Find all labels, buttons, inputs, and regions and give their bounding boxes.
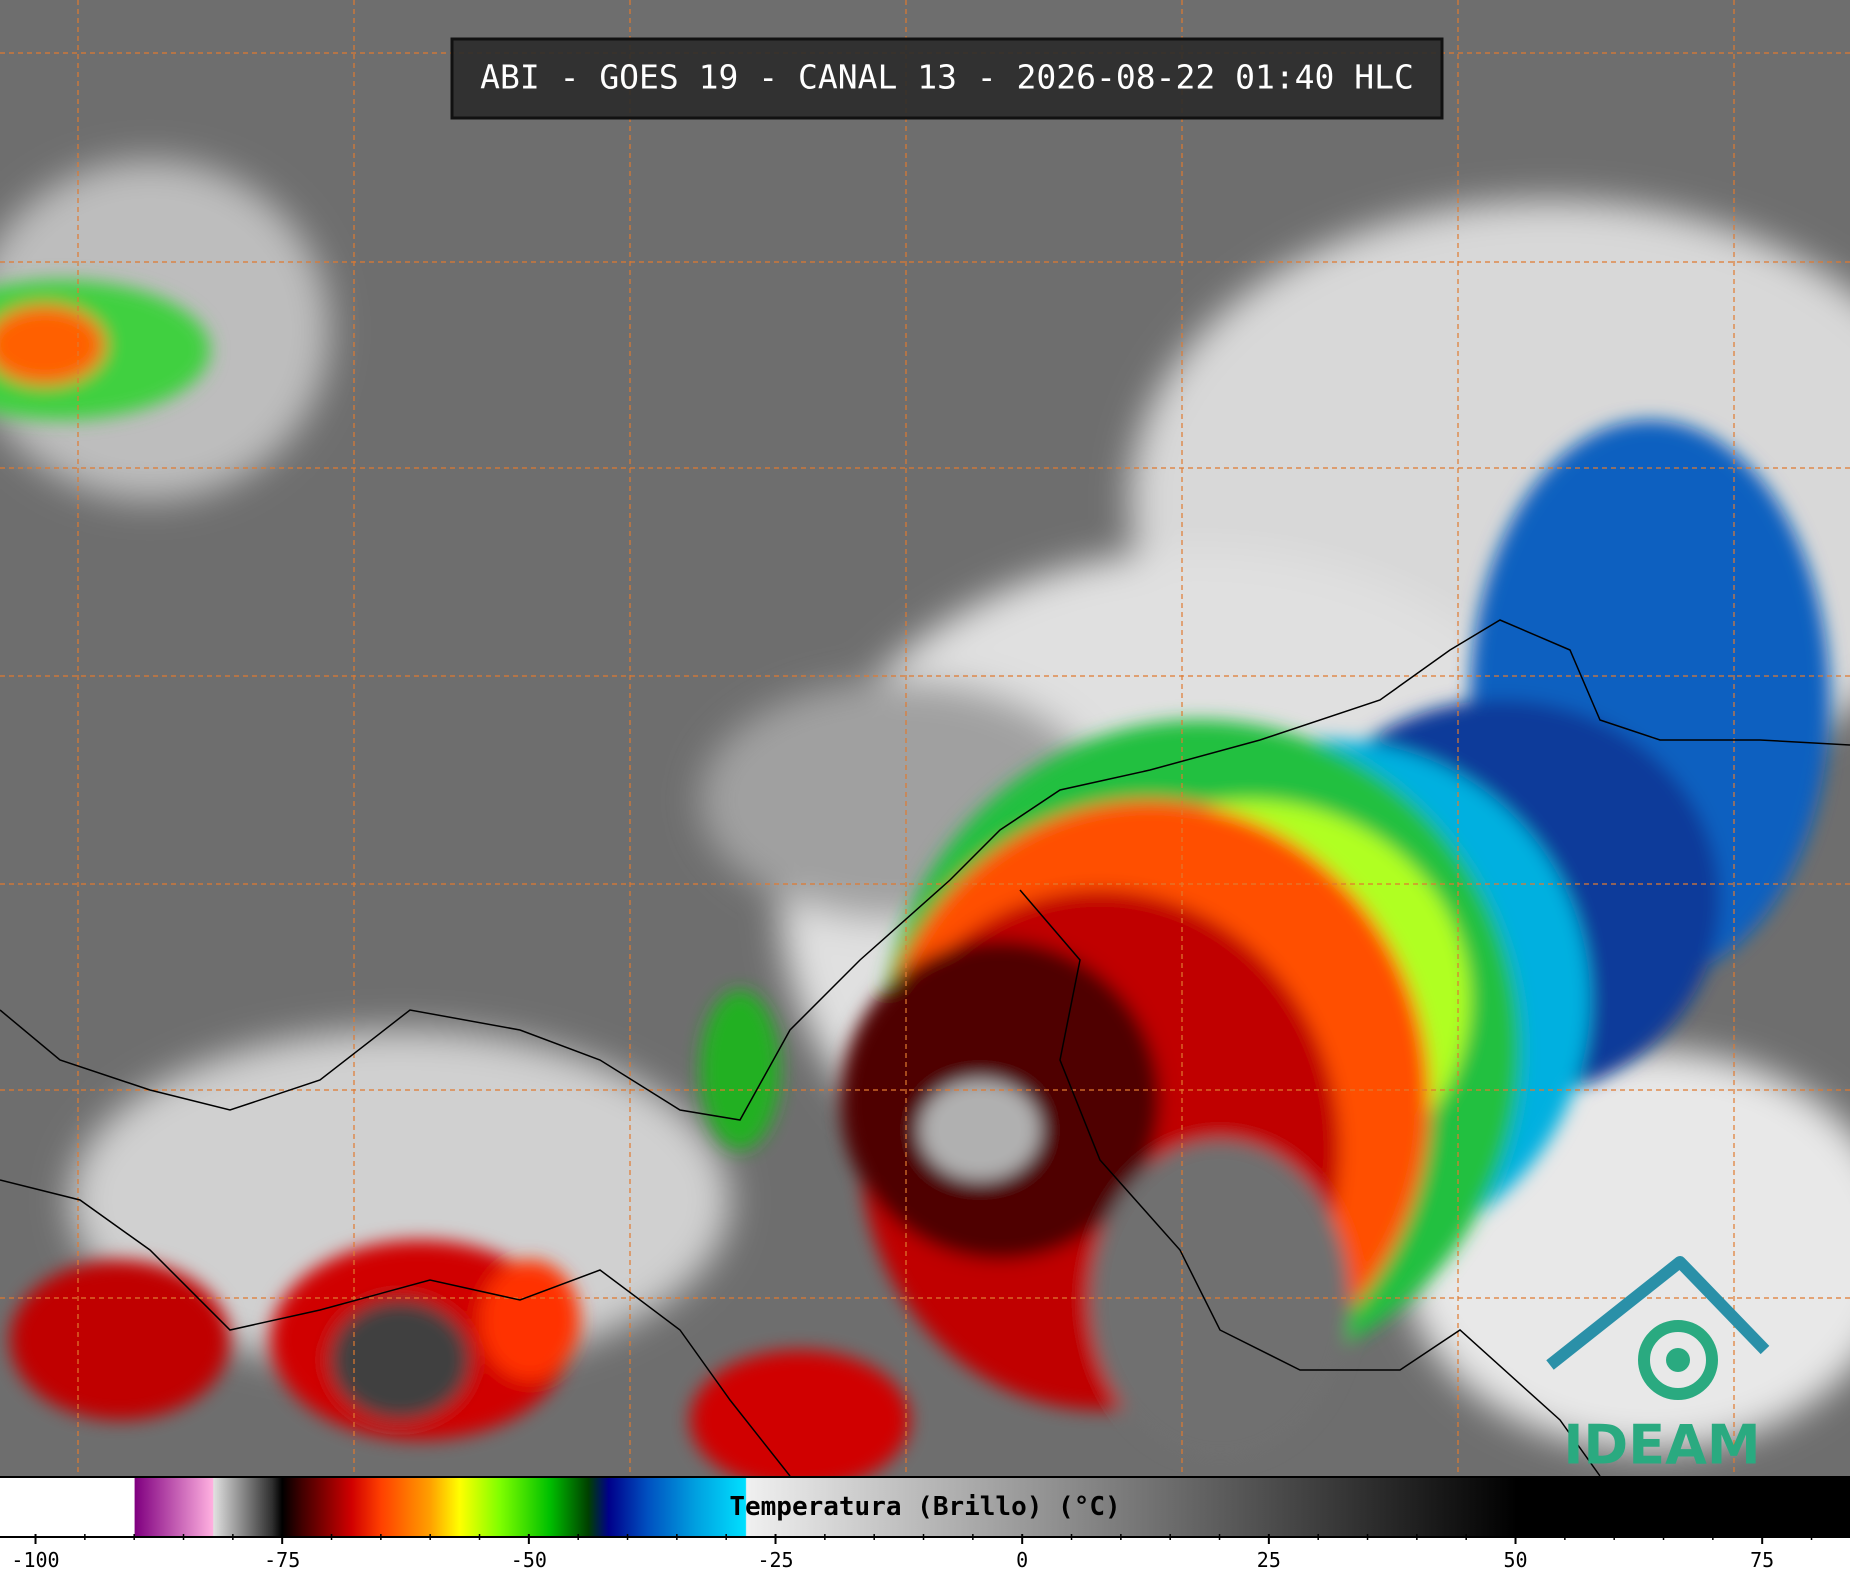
logo-text: IDEAM [1563,1414,1760,1476]
tick-label: 25 [1257,1548,1281,1572]
tick-label: -100 [11,1548,59,1572]
graticule [0,0,1850,1476]
tick-label: 75 [1750,1548,1774,1572]
title-box [450,37,1444,120]
title: ABI - GOES 19 - CANAL 13 - 2026-08-22 01… [480,58,1414,97]
convection [0,280,1830,1476]
tick-label: -25 [757,1548,793,1572]
logo: IDEAM [1546,1256,1770,1476]
colorbar [0,1476,1850,1538]
colorbar-axis: -100 -75 -50 -25 0 25 50 75 [11,1534,1813,1572]
tick-label: 50 [1503,1548,1527,1572]
satellite-map: ABI - GOES 19 - CANAL 13 - 2026-08-22 01… [0,0,1850,1476]
tick-label: -50 [511,1548,547,1572]
colorbar-label: Temperatura (Brillo) (°C) [729,1492,1121,1522]
coastlines [0,619,1850,1476]
tick-label: -75 [264,1548,300,1572]
tick-label: 0 [1016,1548,1028,1572]
